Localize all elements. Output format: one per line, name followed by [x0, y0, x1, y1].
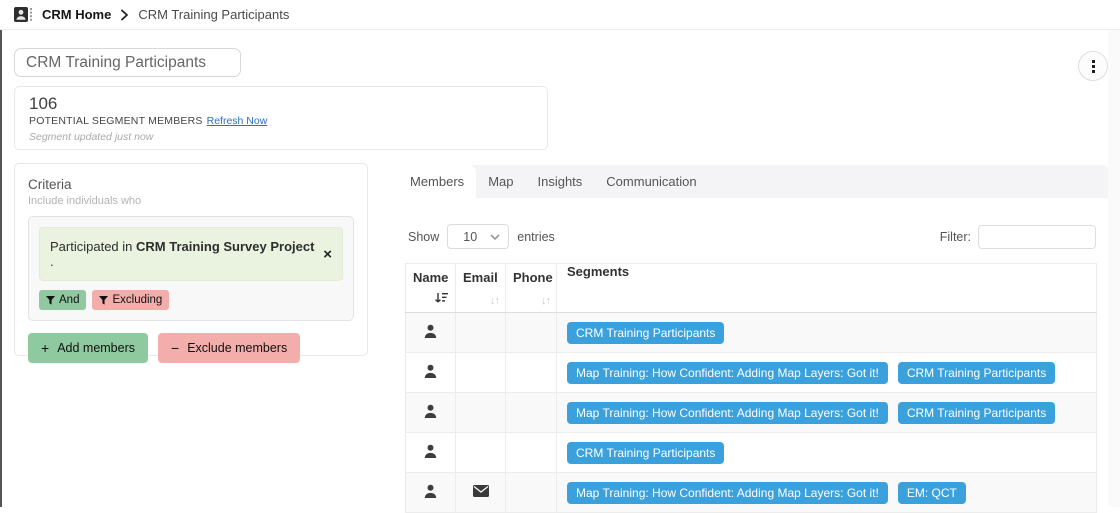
exclude-members-button[interactable]: − Exclude members — [158, 333, 301, 363]
segments-cell: Map Training: How Confident: Adding Map … — [556, 392, 1097, 433]
phone-cell — [505, 352, 557, 393]
sort-unsorted-icon: ↓↑ — [490, 295, 500, 307]
remove-rule-icon[interactable]: × — [323, 245, 332, 263]
table-row: CRM Training Participants — [405, 312, 1097, 353]
tab-insights[interactable]: Insights — [537, 174, 583, 189]
criteria-rule-group: Participated in CRM Training Survey Proj… — [28, 216, 354, 321]
window-left-edge — [0, 30, 2, 507]
show-label: Show — [408, 229, 440, 244]
page-right-gutter — [1108, 30, 1120, 507]
breadcrumb-current: CRM Training Participants — [138, 7, 290, 22]
segments-cell: CRM Training Participants — [556, 312, 1097, 353]
filter-input[interactable] — [978, 224, 1096, 249]
phone-cell — [505, 392, 557, 433]
member-count-label: POTENTIAL SEGMENT MEMBERS — [29, 115, 203, 127]
person-icon[interactable] — [424, 364, 437, 382]
name-cell — [405, 432, 456, 473]
member-count: 106 — [29, 94, 58, 113]
entries-label: entries — [517, 229, 555, 244]
breadcrumb-home-link[interactable]: CRM Home — [42, 7, 112, 22]
segment-badge[interactable]: EM: QCT — [897, 481, 966, 504]
criteria-panel: Criteria Include individuals who Partici… — [14, 163, 368, 363]
plus-icon: + — [41, 340, 50, 356]
segment-badge[interactable]: Map Training: How Confident: Adding Map … — [567, 361, 888, 384]
name-cell — [405, 312, 456, 353]
sort-unsorted-icon: ↓↑ — [541, 295, 551, 307]
segment-badge[interactable]: CRM Training Participants — [567, 321, 725, 344]
criteria-rule[interactable]: Participated in CRM Training Survey Proj… — [39, 227, 343, 281]
segments-cell: CRM Training Participants — [556, 432, 1097, 473]
phone-cell — [505, 312, 557, 353]
segment-badge[interactable]: CRM Training Participants — [897, 401, 1056, 424]
contact-card-icon — [14, 7, 33, 22]
table-row: CRM Training Participants — [405, 432, 1097, 473]
segment-badge[interactable]: CRM Training Participants — [897, 361, 1056, 384]
tab-bar: Members Map Insights Communication — [398, 165, 1108, 198]
members-table: Name Email ↓↑ Phone ↓↑ Segments CRM Training … — [405, 263, 1097, 513]
chevron-right-icon — [120, 9, 129, 21]
page-size-select[interactable]: 10 — [447, 224, 510, 249]
segment-updated-text: Segment updated just now — [29, 131, 154, 143]
and-condition-button[interactable]: And — [39, 290, 87, 310]
sort-descending-icon — [434, 292, 449, 307]
add-members-button[interactable]: + Add members — [28, 333, 148, 363]
criteria-heading: Criteria — [28, 177, 72, 192]
email-cell — [455, 392, 506, 433]
criteria-rule-text: Participated in CRM Training Survey Proj… — [50, 239, 315, 269]
segment-detail-panel: Members Map Insights Communication Show 10 … — [398, 165, 1108, 513]
vertical-dots-icon — [1091, 59, 1095, 63]
segments-cell: Map Training: How Confident: Adding Map … — [556, 352, 1097, 393]
person-icon[interactable] — [424, 484, 437, 502]
table-row: Map Training: How Confident: Adding Map … — [405, 392, 1097, 433]
envelope-icon[interactable] — [472, 485, 489, 500]
segment-badge[interactable]: Map Training: How Confident: Adding Map … — [567, 481, 888, 504]
segment-badge[interactable]: CRM Training Participants — [567, 441, 725, 464]
tab-members[interactable]: Members — [398, 165, 477, 198]
phone-cell — [505, 432, 557, 473]
name-cell — [405, 392, 456, 433]
minus-icon: − — [171, 340, 180, 356]
chevron-down-icon — [490, 234, 500, 240]
column-header-phone[interactable]: Phone ↓↑ — [505, 263, 557, 313]
email-cell — [455, 312, 506, 353]
refresh-now-link[interactable]: Refresh Now — [206, 115, 268, 127]
tab-map[interactable]: Map — [488, 174, 514, 189]
excluding-condition-button[interactable]: Excluding — [92, 290, 170, 310]
filter-funnel-icon — [99, 295, 109, 305]
person-icon[interactable] — [424, 324, 437, 342]
name-cell — [405, 352, 456, 393]
column-header-email[interactable]: Email ↓↑ — [455, 263, 506, 313]
column-header-name[interactable]: Name — [405, 263, 456, 313]
table-row: Map Training: How Confident: Adding Map … — [405, 352, 1097, 393]
column-header-segments: Segments — [556, 263, 1097, 313]
filter-label: Filter: — [939, 229, 971, 244]
segment-badge[interactable]: Map Training: How Confident: Adding Map … — [567, 401, 888, 424]
person-icon[interactable] — [424, 404, 437, 422]
person-icon[interactable] — [424, 444, 437, 462]
potential-members-card: 106 POTENTIAL SEGMENT MEMBERS Refresh Now… — [14, 86, 548, 150]
email-cell — [455, 432, 506, 473]
criteria-subheading: Include individuals who — [28, 195, 142, 207]
more-options-button[interactable] — [1078, 51, 1108, 81]
email-cell — [455, 352, 506, 393]
tab-communication[interactable]: Communication — [606, 174, 697, 189]
segment-title-input[interactable]: CRM Training Participants — [14, 48, 241, 77]
breadcrumb: CRM Home CRM Training Participants — [0, 0, 1120, 30]
filter-funnel-icon — [46, 295, 55, 305]
